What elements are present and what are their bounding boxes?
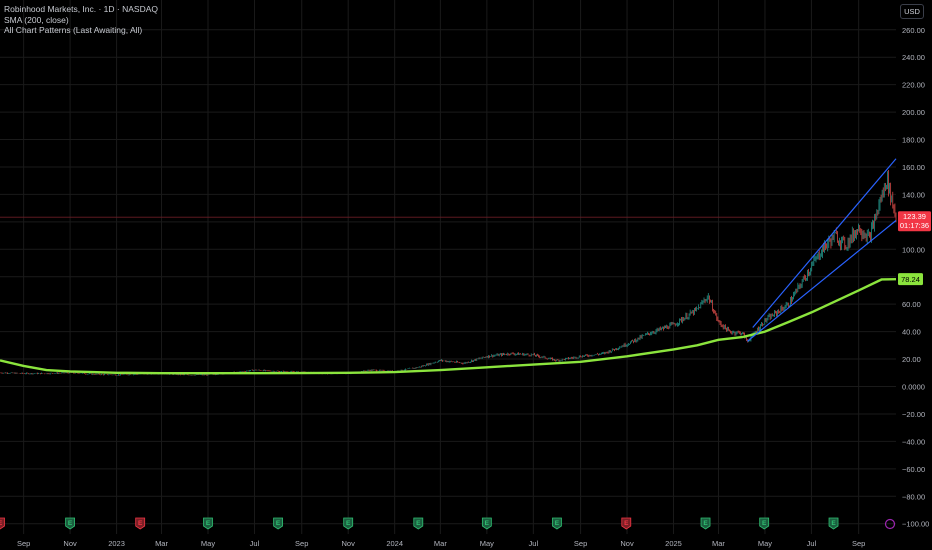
earnings-event-icon[interactable]: E (828, 517, 839, 530)
sma-line (0, 277, 897, 375)
y-tick-label: −60.00 (902, 465, 925, 474)
earnings-event-icon[interactable]: E (413, 517, 424, 530)
earnings-event-icon[interactable]: E (135, 517, 146, 530)
y-tick-label: −20.00 (902, 410, 925, 419)
earnings-event-label: E (831, 520, 836, 527)
earnings-event-icon[interactable]: E (552, 517, 562, 530)
earnings-event-icon[interactable]: E (0, 517, 5, 530)
earnings-event-icon[interactable]: E (203, 517, 213, 530)
earnings-event-label: E (555, 520, 560, 527)
earnings-event-icon[interactable]: E (273, 517, 283, 530)
x-tick-label: 2023 (108, 539, 125, 548)
y-tick-label: 60.00 (902, 300, 921, 309)
earnings-event-icon[interactable]: E (343, 517, 354, 530)
earnings-event-label: E (276, 520, 281, 527)
earnings-event-label: E (416, 520, 421, 527)
x-tick-label: Mar (712, 539, 725, 548)
y-tick-label: −80.00 (902, 492, 925, 501)
x-tick-label: May (480, 539, 494, 548)
earnings-event-icon[interactable]: E (621, 517, 632, 530)
y-tick-label: 220.00 (902, 81, 925, 90)
y-tick-label: 100.00 (902, 245, 925, 254)
x-tick-label: Sep (574, 539, 587, 548)
earnings-event-icon[interactable]: E (759, 517, 770, 530)
x-tick-label: 2024 (386, 539, 403, 548)
y-tick-label: −100.00 (902, 520, 929, 529)
patterns-indicator-label[interactable]: All Chart Patterns (Last Awaiting, All) (4, 25, 143, 35)
earnings-event-label: E (138, 520, 143, 527)
y-tick-label: 0.0000 (902, 383, 925, 392)
x-tick-label: Nov (63, 539, 77, 548)
y-tick-label: 20.00 (902, 355, 921, 364)
last-price-value: 123.39 (903, 212, 926, 221)
x-tick-label: Mar (155, 539, 168, 548)
countdown-value: 01:17:36 (900, 221, 929, 230)
earnings-events: EEEEEEEEEEEEE (0, 517, 896, 530)
x-tick-label: Mar (434, 539, 447, 548)
sma-last-value: 78.24 (901, 275, 920, 284)
x-tick-label: Sep (295, 539, 308, 548)
earnings-event-label: E (206, 520, 211, 527)
chart-legend: Robinhood Markets, Inc. · 1D · NASDAQ SM… (4, 4, 158, 36)
earnings-event-icon[interactable]: E (481, 517, 492, 530)
earnings-event-label: E (0, 520, 3, 527)
x-tick-label: May (201, 539, 215, 548)
channel-line[interactable] (747, 220, 897, 342)
x-tick-label: Nov (342, 539, 356, 548)
y-tick-label: 200.00 (902, 108, 925, 117)
x-tick-label: Jul (807, 539, 817, 548)
x-tick-label: Jul (529, 539, 539, 548)
earnings-event-icon[interactable]: E (65, 517, 75, 530)
earnings-event-label: E (485, 520, 490, 527)
y-tick-label: 160.00 (902, 163, 925, 172)
x-tick-label: Nov (620, 539, 634, 548)
y-tick-label: 180.00 (902, 136, 925, 145)
price-candles (0, 170, 897, 376)
x-tick-label: Sep (852, 539, 865, 548)
channel-pattern (747, 158, 897, 342)
y-tick-label: 140.00 (902, 190, 925, 199)
x-tick-label: Jul (250, 539, 260, 548)
channel-line[interactable] (752, 158, 897, 328)
x-tick-label: Sep (17, 539, 30, 548)
earnings-event-label: E (346, 520, 351, 527)
earnings-event-icon[interactable]: E (700, 517, 711, 530)
earnings-event-label: E (762, 520, 767, 527)
earnings-event-label: E (703, 520, 708, 527)
chart-grid (0, 0, 896, 534)
x-tick-label: 2025 (665, 539, 682, 548)
time-axis: Sep Nov 2023 Mar May Jul Sep Nov 2024 Mar May Jul Se… (17, 539, 865, 548)
currency-button[interactable]: USD (900, 4, 924, 19)
sma-price-tag: 78.24 (898, 273, 923, 286)
y-tick-label: 260.00 (902, 26, 925, 35)
symbol-title[interactable]: Robinhood Markets, Inc. · 1D · NASDAQ (4, 4, 159, 14)
x-tick-label: May (758, 539, 772, 548)
y-tick-label: 40.00 (902, 328, 921, 337)
sma-indicator-label[interactable]: SMA (200, close) (4, 14, 69, 25)
y-tick-label: −40.00 (902, 437, 925, 446)
earnings-event-label: E (624, 520, 629, 527)
sparkle-icon[interactable] (884, 518, 896, 530)
y-tick-label: 240.00 (902, 53, 925, 62)
earnings-event-label: E (68, 520, 73, 527)
